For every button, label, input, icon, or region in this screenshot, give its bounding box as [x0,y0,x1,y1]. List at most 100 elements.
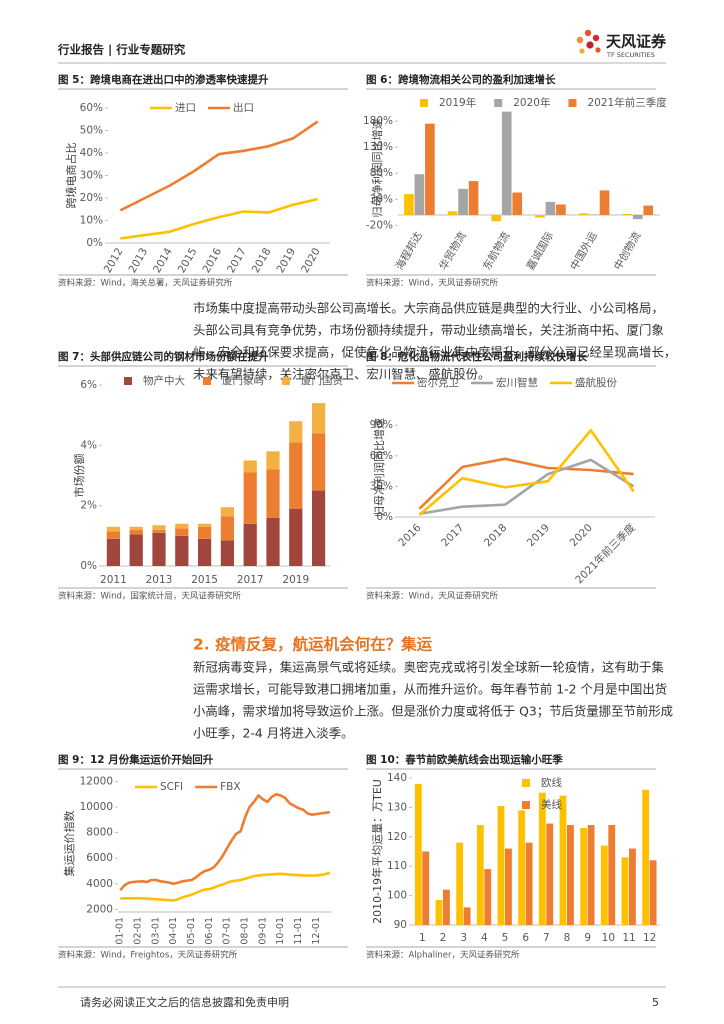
bar-segment [243,460,257,473]
bar [587,825,595,925]
legend-label: 2019年 [439,96,476,109]
x-tick-label: 2 [440,932,447,944]
x-tick-label: 11 [622,932,635,944]
legend-label: 美线 [541,798,562,811]
legend-label: 进口 [175,102,196,114]
paragraph-line: 市场集中度提高带动头部公司高增长。大宗商品供应链是典型的大行业、小公司格局， [193,301,664,316]
x-tick-label: 09-01 [257,917,268,945]
legend-swatch [522,779,530,787]
x-tick-label: 10 [602,932,615,944]
y-tick-label: 100 [387,890,407,902]
bar-segment [311,403,326,434]
x-tick-label: 2016 [396,522,424,550]
y-axis-label: 2010-19年平均运量：万TEU [370,779,384,924]
x-tick-label: 2018 [250,246,274,275]
x-tick-label: 3 [460,932,467,944]
bar [589,214,599,215]
bar-segment [311,433,326,491]
bar-segment [266,517,280,566]
x-tick-label: 2015 [191,574,218,586]
bar [599,190,610,215]
y-tick-label: 20% [80,192,103,204]
section-heading: 2. 疫情反复，航运机会何在？集运 [193,635,433,654]
bar-segment [243,472,257,524]
x-tick-label: 2020 [568,522,595,549]
bar [404,194,414,215]
bar-segment [197,538,212,566]
bar-segment [289,421,303,443]
x-tick-label: 2013 [126,246,150,275]
line-series [119,792,330,892]
bar-segment [175,528,189,536]
figure-source: 资料来源：Wind，海关总署，天风证券研究所 [58,278,233,289]
y-tick-label: 30% [370,193,393,205]
bar-segment [220,516,235,541]
bar [545,201,556,215]
paragraph-line: 小高峰，需求增加将导致运价上涨。但是涨价力度或将低于 Q3；节后货量挪至节前形成 [193,704,673,719]
y-axis-label: 跨境电商占比 [64,143,78,209]
x-tick-label: 2016 [200,246,224,275]
bar-segment [243,523,257,566]
y-tick-label: 180% [363,115,393,127]
y-tick-label: 8000 [86,827,113,839]
bar [535,214,545,218]
y-tick-label: 2% [80,500,97,512]
x-tick-label: 2020 [299,246,323,275]
x-tick-label: 7 [543,932,550,944]
bar [518,810,526,925]
x-tick-label: 10-01 [275,917,286,945]
bar [600,845,608,925]
bar-segment [266,451,280,470]
header-title: 行业报告 | 行业专题研究 [57,43,186,57]
y-tick-label: 2000 [86,903,113,915]
bar-segment [129,534,143,566]
bar [491,214,502,222]
x-tick-label: 中国外运 [567,229,600,272]
bar [567,825,574,925]
bar [447,211,458,215]
x-tick-label: 2017 [225,246,249,275]
x-tick-label: 中创物流 [611,229,644,272]
line-series [418,429,635,516]
bar [505,848,512,925]
bar [484,869,492,925]
y-tick-label: 60% [370,450,393,462]
line-series [119,120,319,212]
bar [643,205,654,215]
x-tick-label: 05-01 [186,917,197,945]
x-tick-label: 海程邦达 [393,229,426,272]
bar-segment [106,526,121,532]
paragraph-line: 未来有望持续，关注密尔克卫、宏川智慧、盛航股份。 [193,367,490,382]
bar [622,213,633,215]
x-tick-label: 03-01 [150,917,161,945]
legend-label: 厦门国贸 [301,374,343,387]
bar [621,857,629,925]
y-tick-label: 60% [80,102,103,114]
legend-label: 厦门象屿 [222,374,264,387]
bar [458,188,468,215]
y-tick-label: 130 [387,801,407,813]
x-tick-label: 02-01 [133,917,144,945]
paragraph-line: 新冠病毒变异，集运高景气或将延续。奥密克戎或将引发全球新一轮疫情，这有助于集 [193,660,664,675]
bar-segment [152,529,166,533]
bar [578,213,589,215]
x-tick-label: 5 [502,932,509,944]
line-series [120,197,318,240]
legend-label: 出口 [233,101,254,114]
x-tick-label: 07-01 [222,917,233,945]
x-tick-label: 06-01 [204,917,215,945]
y-tick-label: 140 [387,772,407,784]
figure-title: 图 6：跨境物流相关公司的盈利加速增长 [366,73,556,86]
figure-title: 图 9：12 月份集运运价开始回升 [58,753,214,766]
bar-segment [129,526,143,530]
figure-title: 图 8：危化品物流代表性公司盈利持续较快增长 [366,350,587,363]
bar-segment [220,507,235,517]
y-axis-label: 归母净利润同比增速 [370,119,384,218]
bar-segment [152,525,166,530]
y-tick-label: 4000 [86,878,113,890]
y-tick-label: 90 [394,919,407,931]
x-tick-label: 2019 [525,522,552,549]
bar [629,848,636,925]
footer-disclaimer: 请务必阅读正文之后的信息披露和免责申明 [80,995,289,1009]
